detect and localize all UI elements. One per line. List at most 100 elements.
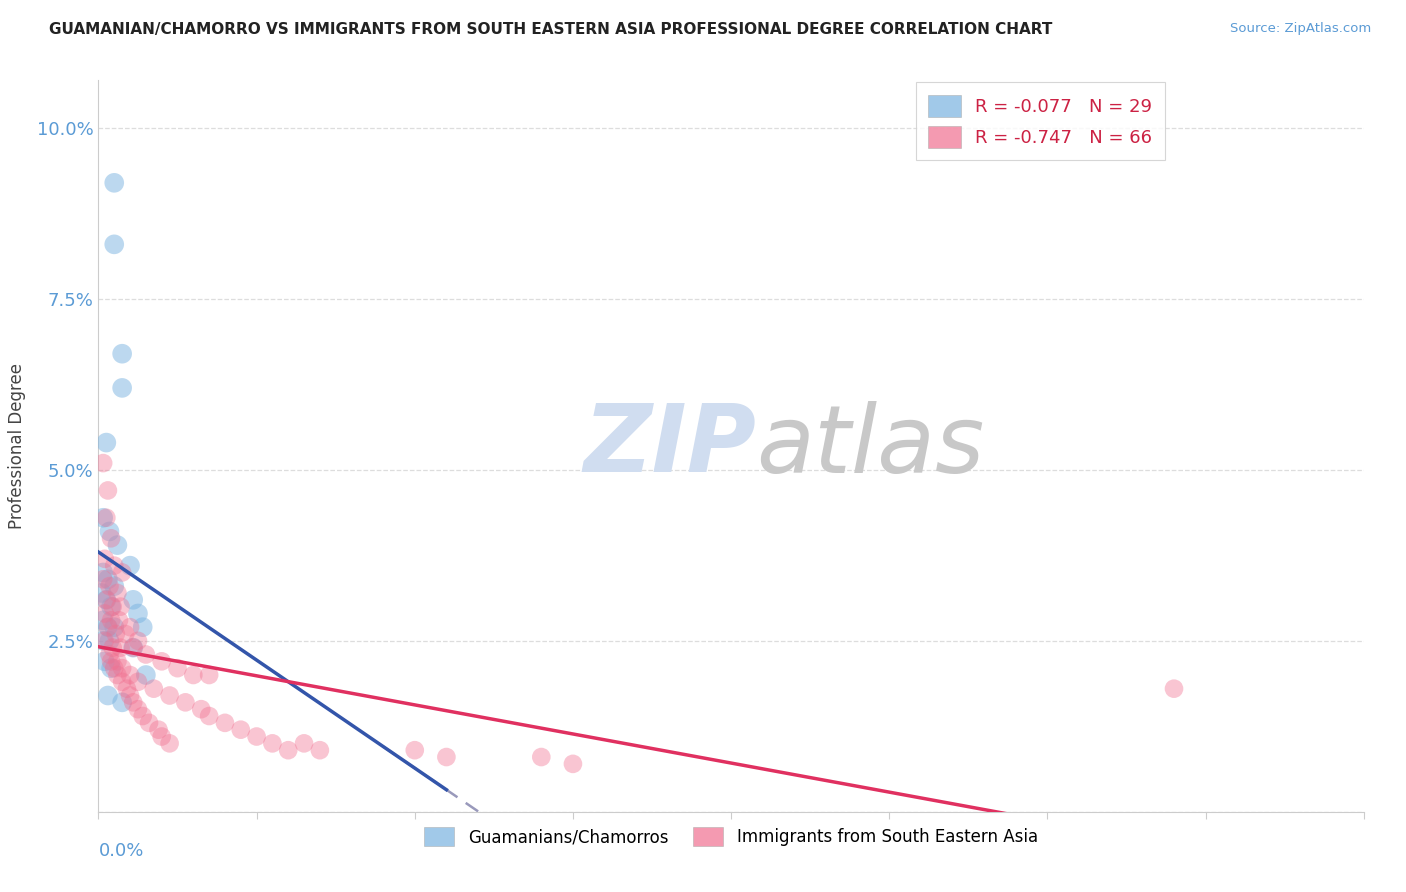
Point — [107, 586, 129, 600]
Point — [115, 681, 138, 696]
Point — [97, 572, 120, 586]
Point — [111, 661, 134, 675]
Point — [150, 730, 173, 744]
Point — [159, 689, 181, 703]
Point — [135, 668, 157, 682]
Point — [404, 743, 426, 757]
Point — [111, 674, 134, 689]
Point — [198, 709, 221, 723]
Point — [108, 613, 131, 627]
Point — [100, 599, 122, 614]
Point — [104, 627, 127, 641]
Point — [96, 510, 118, 524]
Point — [100, 661, 122, 675]
Point — [127, 633, 149, 648]
Point — [103, 237, 125, 252]
Text: 0.0%: 0.0% — [98, 842, 143, 860]
Point — [530, 750, 553, 764]
Point — [111, 566, 134, 580]
Point — [90, 586, 112, 600]
Point — [114, 627, 136, 641]
Point — [93, 633, 117, 648]
Point — [110, 599, 132, 614]
Legend: Guamanians/Chamorros, Immigrants from South Eastern Asia: Guamanians/Chamorros, Immigrants from So… — [416, 819, 1046, 855]
Point — [100, 531, 122, 545]
Point — [122, 592, 145, 607]
Point — [246, 730, 269, 744]
Point — [107, 668, 129, 682]
Point — [190, 702, 212, 716]
Point — [103, 579, 125, 593]
Point — [93, 551, 117, 566]
Point — [103, 661, 125, 675]
Point — [436, 750, 458, 764]
Point — [198, 668, 221, 682]
Point — [1163, 681, 1185, 696]
Point — [93, 654, 117, 668]
Point — [97, 620, 120, 634]
Point — [100, 654, 122, 668]
Point — [98, 579, 121, 593]
Text: Source: ZipAtlas.com: Source: ZipAtlas.com — [1230, 22, 1371, 36]
Point — [309, 743, 332, 757]
Point — [96, 592, 118, 607]
Point — [111, 347, 134, 361]
Point — [132, 709, 155, 723]
Point — [91, 510, 114, 524]
Point — [159, 736, 181, 750]
Point — [97, 620, 120, 634]
Point — [127, 607, 149, 621]
Point — [101, 599, 124, 614]
Point — [111, 695, 134, 709]
Point — [120, 620, 141, 634]
Point — [174, 695, 197, 709]
Point — [150, 654, 173, 668]
Point — [93, 607, 117, 621]
Text: atlas: atlas — [756, 401, 984, 491]
Point — [142, 681, 165, 696]
Y-axis label: Professional Degree: Professional Degree — [7, 363, 25, 529]
Text: GUAMANIAN/CHAMORRO VS IMMIGRANTS FROM SOUTH EASTERN ASIA PROFESSIONAL DEGREE COR: GUAMANIAN/CHAMORRO VS IMMIGRANTS FROM SO… — [49, 22, 1053, 37]
Point — [98, 648, 121, 662]
Point — [100, 613, 122, 627]
Point — [127, 674, 149, 689]
Point — [214, 715, 236, 730]
Point — [110, 640, 132, 655]
Point — [101, 640, 124, 655]
Point — [91, 613, 114, 627]
Point — [120, 558, 141, 573]
Point — [97, 483, 120, 498]
Point — [107, 538, 129, 552]
Point — [122, 640, 145, 655]
Point — [262, 736, 284, 750]
Point — [138, 715, 160, 730]
Point — [96, 435, 118, 450]
Point — [135, 648, 157, 662]
Point — [98, 633, 121, 648]
Point — [103, 620, 125, 634]
Point — [91, 456, 114, 470]
Point — [122, 640, 145, 655]
Point — [111, 381, 134, 395]
Point — [183, 668, 205, 682]
Point — [91, 572, 114, 586]
Point — [98, 524, 121, 539]
Point — [127, 702, 149, 716]
Point — [120, 689, 141, 703]
Point — [132, 620, 155, 634]
Point — [166, 661, 188, 675]
Point — [292, 736, 315, 750]
Point — [91, 633, 114, 648]
Point — [120, 668, 141, 682]
Point — [122, 695, 145, 709]
Point — [103, 558, 125, 573]
Point — [91, 566, 114, 580]
Text: ZIP: ZIP — [583, 400, 756, 492]
Point — [96, 592, 118, 607]
Point — [229, 723, 252, 737]
Point — [561, 756, 585, 771]
Point — [97, 689, 120, 703]
Point — [103, 176, 125, 190]
Point — [107, 654, 129, 668]
Point — [277, 743, 299, 757]
